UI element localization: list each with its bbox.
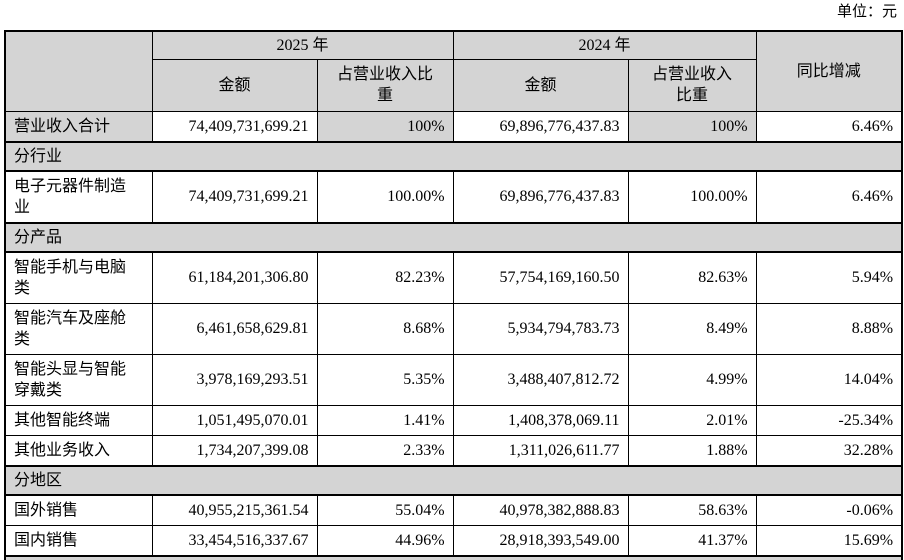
cell-amount-2025: 3,978,169,293.51 [151, 353, 318, 406]
section-row: 分产品 [4, 221, 903, 253]
section-row: 分销售模式 [4, 554, 903, 560]
section-label: 分产品 [4, 221, 903, 253]
section-label: 分地区 [4, 464, 903, 496]
cell-pct-2025: 100% [316, 110, 454, 142]
section-label: 分行业 [4, 140, 903, 172]
cell-amount-2024: 57,754,169,160.50 [452, 251, 629, 304]
row-label: 智能头显与智能穿戴类 [4, 353, 153, 406]
header-row-metrics: 金额 占营业收入比重 金额 占营业收入比重 [5, 58, 902, 112]
cell-yoy: 15.69% [755, 524, 903, 556]
table-row: 国内销售 33,454,516,337.67 44.96% 28,918,393,54… [4, 524, 903, 556]
cell-pct-2024: 58.63% [627, 494, 757, 526]
table-row: 智能手机与电脑类 61,184,201,306.80 82.23% 57,754,16… [4, 251, 903, 304]
cell-amount-2025: 33,454,516,337.67 [151, 524, 318, 556]
col-header-2025: 2025 年 [151, 30, 454, 60]
cell-amount-2024: 1,408,378,069.11 [452, 404, 629, 436]
cell-amount-2025: 61,184,201,306.80 [151, 251, 318, 304]
table-row: 国外销售 40,955,215,361.54 55.04% 40,978,382,88… [4, 494, 903, 526]
cell-amount-2024: 69,896,776,437.83 [452, 110, 629, 142]
cell-yoy: 6.46% [755, 170, 903, 223]
cell-pct-2025: 8.68% [316, 302, 454, 355]
row-label: 国外销售 [4, 494, 153, 526]
col-header-2024: 2024 年 [452, 30, 757, 60]
table-row: 其他业务收入 1,734,207,399.08 2.33% 1,311,026,611… [4, 434, 903, 466]
row-label: 智能汽车及座舱类 [4, 302, 153, 355]
corner-blank-cell [4, 30, 153, 112]
cell-pct-2025: 2.33% [316, 434, 454, 466]
cell-amount-2025: 74,409,731,699.21 [151, 170, 318, 223]
revenue-breakdown-table: 2025 年 2024 年 同比增减 金额 占营业收入比重 金额 占营业收入比重… [4, 30, 904, 560]
cell-pct-2024: 41.37% [627, 524, 757, 556]
cell-pct-2025: 44.96% [316, 524, 454, 556]
table-row: 智能汽车及座舱类 6,461,658,629.81 8.68% 5,934,794,7… [4, 302, 903, 355]
cell-yoy: -25.34% [755, 404, 903, 436]
table-row: 其他智能终端 1,051,495,070.01 1.41% 1,408,378,069… [4, 404, 903, 436]
cell-amount-2024: 28,918,393,549.00 [452, 524, 629, 556]
cell-amount-2025: 40,955,215,361.54 [151, 494, 318, 526]
table-body: 营业收入合计 74,409,731,699.21 100% 69,896,776,43… [4, 110, 903, 560]
cell-pct-2025: 82.23% [316, 251, 454, 304]
row-label: 国内销售 [4, 524, 153, 556]
section-row: 分地区 [4, 464, 903, 496]
row-label: 电子元器件制造业 [4, 170, 153, 223]
cell-amount-2024: 3,488,407,812.72 [452, 353, 629, 406]
cell-pct-2024: 82.63% [627, 251, 757, 304]
row-label: 其他业务收入 [4, 434, 153, 466]
cell-yoy: 5.94% [755, 251, 903, 304]
section-label: 分销售模式 [4, 554, 903, 560]
row-label: 智能手机与电脑类 [4, 251, 153, 304]
cell-pct-2024: 8.49% [627, 302, 757, 355]
col-header-amount-2025: 金额 [151, 58, 318, 112]
cell-pct-2025: 55.04% [316, 494, 454, 526]
table-row: 营业收入合计 74,409,731,699.21 100% 69,896,776,43… [4, 110, 903, 142]
cell-yoy: -0.06% [755, 494, 903, 526]
cell-pct-2025: 5.35% [316, 353, 454, 406]
cell-pct-2024: 100% [627, 110, 757, 142]
cell-amount-2025: 1,051,495,070.01 [151, 404, 318, 436]
cell-amount-2025: 6,461,658,629.81 [151, 302, 318, 355]
cell-pct-2024: 1.88% [627, 434, 757, 466]
col-header-yoy: 同比增减 [755, 30, 903, 112]
cell-pct-2024: 100.00% [627, 170, 757, 223]
row-label: 其他智能终端 [4, 404, 153, 436]
cell-amount-2025: 1,734,207,399.08 [151, 434, 318, 466]
cell-amount-2025: 74,409,731,699.21 [151, 110, 318, 142]
cell-amount-2024: 5,934,794,783.73 [452, 302, 629, 355]
cell-yoy: 6.46% [755, 110, 903, 142]
cell-yoy: 8.88% [755, 302, 903, 355]
cell-pct-2025: 100.00% [316, 170, 454, 223]
section-row: 分行业 [4, 140, 903, 172]
header-row-years: 2025 年 2024 年 同比增减 [4, 30, 903, 112]
cell-pct-2024: 4.99% [627, 353, 757, 406]
cell-amount-2024: 40,978,382,888.83 [452, 494, 629, 526]
table-row: 智能头显与智能穿戴类 3,978,169,293.51 5.35% 3,488,407… [4, 353, 903, 406]
cell-amount-2024: 1,311,026,611.77 [452, 434, 629, 466]
row-label: 营业收入合计 [4, 110, 153, 142]
cell-amount-2024: 69,896,776,437.83 [452, 170, 629, 223]
col-header-amount-2024: 金额 [452, 58, 629, 112]
unit-label: 单位：元 [836, 4, 897, 20]
cell-pct-2024: 2.01% [627, 404, 757, 436]
cell-yoy: 32.28% [755, 434, 903, 466]
cell-yoy: 14.04% [755, 353, 903, 406]
col-header-pct-2024: 占营业收入比重 [627, 58, 757, 112]
table-row: 电子元器件制造业 74,409,731,699.21 100.00% 69,896,7… [4, 170, 903, 223]
cell-pct-2025: 1.41% [316, 404, 454, 436]
col-header-pct-2025: 占营业收入比重 [316, 58, 454, 112]
